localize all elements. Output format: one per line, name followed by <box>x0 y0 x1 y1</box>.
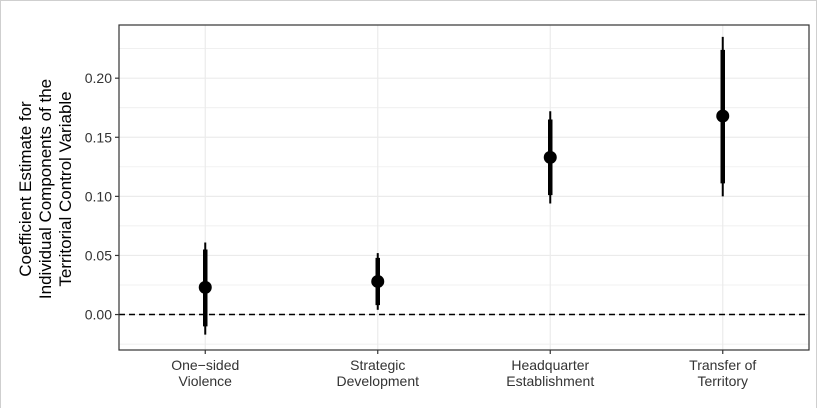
point-estimate <box>716 109 730 123</box>
grid-lines <box>119 25 809 350</box>
y-tick-label: 0.05 <box>85 247 112 263</box>
x-category-label: Strategic <box>350 357 405 373</box>
x-category-label: One−sided <box>171 357 239 373</box>
point-estimate <box>543 150 557 164</box>
y-axis-title-line-2: Individual Components of the <box>36 79 55 299</box>
x-category-label: Development <box>337 373 420 389</box>
y-tick-label: 0.15 <box>85 129 112 145</box>
y-axis-ticks: 0.00 0.05 0.10 0.15 0.20 <box>85 70 119 323</box>
y-tick-label: 0.00 <box>85 307 112 323</box>
x-category-label: Establishment <box>506 373 594 389</box>
x-category-label: Transfer of <box>689 357 756 373</box>
estimate-marks <box>198 36 730 335</box>
y-tick-label: 0.10 <box>85 188 112 204</box>
y-tick-label: 0.20 <box>85 70 112 86</box>
x-category-label: Headquarter <box>511 357 589 373</box>
point-estimate <box>198 280 212 294</box>
x-category-label: Violence <box>179 373 233 389</box>
point-estimate <box>371 274 385 288</box>
y-axis-title: Coefficient Estimate for Individual Comp… <box>16 79 75 299</box>
y-axis-title-line-1: Coefficient Estimate for <box>16 101 35 277</box>
panel-border <box>118 24 810 351</box>
y-axis-title-line-3: Territorial Control Variable <box>56 91 75 286</box>
x-category-label: Territory <box>697 373 748 389</box>
